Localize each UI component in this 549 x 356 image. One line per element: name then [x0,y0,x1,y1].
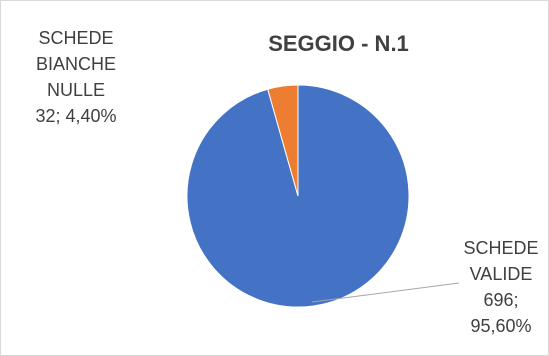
data-label-line: 95,60% [470,316,532,336]
data-label-valide: SCHEDE VALIDE 696; 95,60% [447,235,549,339]
data-label-bianche: SCHEDE BIANCHE NULLE 32; 4,40% [1,25,151,129]
data-label-line: SCHEDE [463,238,539,258]
pie-slice-1 [267,84,299,197]
data-label-line: BIANCHE [35,54,116,74]
data-label-line: VALIDE [469,264,533,284]
chart-title: SEGGIO - N.1 [268,31,409,56]
data-label-line: SCHEDE [38,28,114,48]
data-label-line: 696; [483,290,519,310]
leader-line-valide [311,282,460,303]
data-label-line: NULLE [46,80,106,100]
data-label-line: 32; 4,40% [35,106,117,126]
